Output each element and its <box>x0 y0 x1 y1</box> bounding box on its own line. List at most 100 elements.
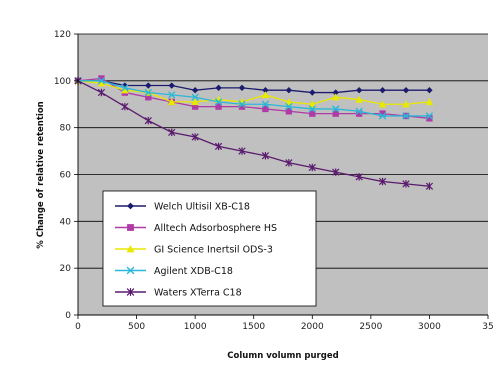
data-point <box>355 107 363 115</box>
legend-entry: Waters XTerra C18 <box>115 288 242 299</box>
series-line <box>77 80 430 105</box>
legend-label: Welch Ultisil XB-C18 <box>154 202 250 213</box>
data-point <box>262 87 269 94</box>
data-point <box>425 98 434 106</box>
data-point <box>121 86 129 94</box>
data-point <box>308 163 316 172</box>
data-point <box>262 105 269 113</box>
legend-label: Agilent XDB-C18 <box>154 266 233 277</box>
legend-entry: Alltech Adsorbosphere HS <box>115 223 277 234</box>
data-point <box>261 100 270 108</box>
legend-label: Alltech Adsorbosphere HS <box>154 223 277 234</box>
data-point <box>215 103 222 110</box>
data-point <box>402 87 410 94</box>
x-tick-label: 35 <box>482 322 493 332</box>
marker-stroke <box>238 100 246 108</box>
y-tick-label: 0 <box>65 311 71 321</box>
data-point <box>168 91 176 99</box>
data-point <box>97 79 106 87</box>
marker-stroke <box>168 91 176 99</box>
data-point <box>426 87 433 94</box>
data-point <box>285 102 293 111</box>
y-tick-label: 100 <box>54 77 71 87</box>
marker-stroke <box>332 105 340 113</box>
data-point <box>379 110 386 117</box>
series-line <box>77 80 430 187</box>
marker-stroke <box>285 102 293 111</box>
y-tick-label: 20 <box>60 264 72 274</box>
data-point <box>191 103 199 110</box>
data-point <box>191 133 199 141</box>
legend-entry: Welch Ultisil XB-C18 <box>115 202 250 213</box>
data-point <box>308 100 317 108</box>
data-point <box>355 110 363 117</box>
legend-swatch-marker <box>127 202 134 210</box>
legend-label: Waters XTerra C18 <box>154 288 242 299</box>
marker-stroke <box>191 93 199 101</box>
data-point <box>378 112 387 120</box>
series-line <box>78 80 430 94</box>
marker-stroke <box>121 84 129 92</box>
y-tick-label: 60 <box>60 171 72 181</box>
legend-box <box>102 190 317 307</box>
marker-stroke <box>425 112 434 120</box>
x-tick-label: 3000 <box>418 322 441 332</box>
data-point <box>285 108 293 115</box>
data-point <box>331 93 340 101</box>
data-point <box>261 152 270 160</box>
data-point <box>332 89 339 96</box>
data-point <box>378 177 387 186</box>
data-point <box>308 105 316 113</box>
data-point <box>238 98 246 106</box>
marker-stroke <box>308 105 316 113</box>
data-point <box>332 105 340 113</box>
data-point <box>425 182 434 190</box>
data-point <box>285 159 293 167</box>
data-point <box>402 100 410 108</box>
data-point <box>402 180 410 188</box>
data-point <box>309 110 316 117</box>
series-line <box>78 80 430 117</box>
y-tick-label: 120 <box>54 30 71 40</box>
legend-entry: Agilent XDB-C18 <box>115 266 233 277</box>
marker-stroke <box>355 107 363 115</box>
data-point <box>191 87 199 94</box>
marker-stroke <box>97 77 106 85</box>
data-point <box>355 87 363 94</box>
data-point <box>238 100 246 108</box>
data-point <box>144 116 152 125</box>
data-point <box>168 128 176 137</box>
legend-label: GI Science Inertsil ODS-3 <box>154 245 273 256</box>
x-tick-label: 500 <box>128 322 145 332</box>
data-point <box>121 102 129 111</box>
series-4 <box>74 77 434 120</box>
marker-stroke <box>126 266 135 275</box>
data-point <box>215 84 222 92</box>
legend-swatch-marker <box>127 224 134 231</box>
legend-swatch-marker <box>126 245 135 253</box>
legend-entry: GI Science Inertsil ODS-3 <box>115 245 273 256</box>
data-point <box>191 93 199 101</box>
data-point <box>378 100 387 108</box>
data-point <box>145 82 152 89</box>
data-point <box>238 84 246 92</box>
axes: 0 20 40 60 80 100 120 0 500 1000 1500 2000 2500 3000 3… <box>54 30 494 332</box>
series-5 <box>74 77 434 190</box>
data-point <box>425 112 434 120</box>
data-point <box>98 75 105 82</box>
legend: Welch Ultisil XB-C18 Alltech Adsorbospher… <box>102 190 317 307</box>
data-point <box>214 98 223 106</box>
marker-stroke <box>378 112 387 120</box>
marker-stroke <box>402 112 410 120</box>
marker-stroke <box>261 100 270 108</box>
x-axis-title: Column volumn purged <box>227 351 338 361</box>
data-point <box>426 115 433 122</box>
data-point <box>285 98 293 106</box>
data-point <box>97 88 106 97</box>
y-tick-label: 80 <box>60 124 72 134</box>
data-point <box>379 87 386 94</box>
data-point <box>309 89 316 96</box>
legend-swatch-marker <box>126 266 135 275</box>
